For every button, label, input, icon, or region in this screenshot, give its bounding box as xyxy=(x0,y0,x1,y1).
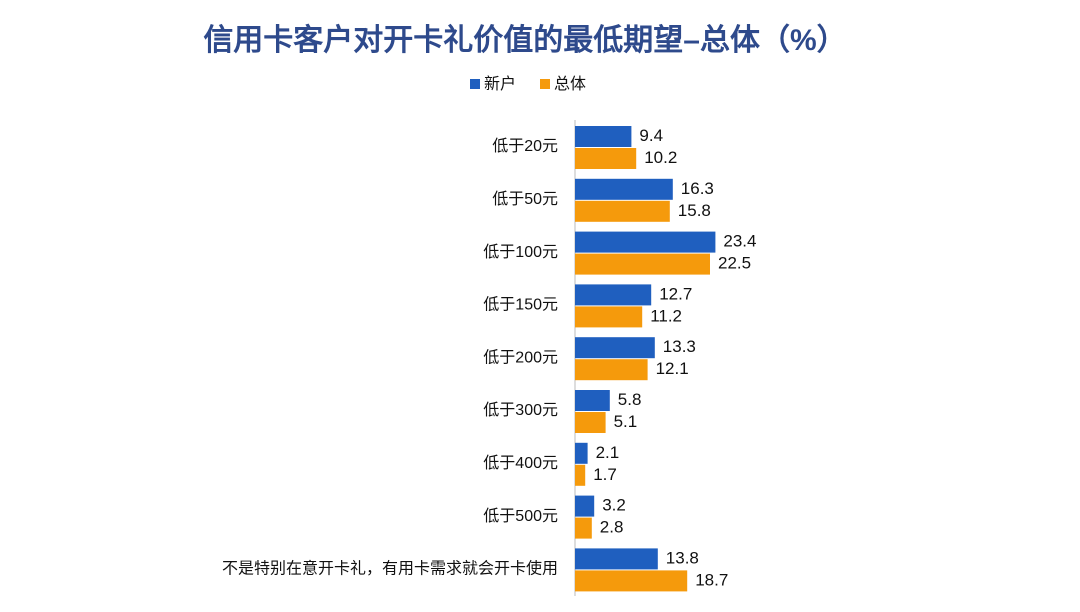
value-label: 13.3 xyxy=(663,337,696,356)
bar xyxy=(575,570,688,592)
bar xyxy=(575,284,652,306)
bar xyxy=(575,359,648,381)
value-label: 13.8 xyxy=(666,548,699,567)
bar xyxy=(575,548,658,570)
bar xyxy=(575,412,606,433)
value-label: 12.1 xyxy=(656,359,689,378)
bar xyxy=(575,178,673,200)
bar xyxy=(575,231,716,253)
value-label: 5.8 xyxy=(618,390,642,409)
value-label: 22.5 xyxy=(718,254,751,273)
bar xyxy=(575,442,588,464)
y-tick-label: 低于400元 xyxy=(483,454,558,472)
bar xyxy=(575,148,637,169)
y-tick-label: 低于20元 xyxy=(492,137,558,155)
bar xyxy=(575,253,710,275)
value-label: 15.8 xyxy=(678,201,711,220)
bar xyxy=(575,464,586,486)
value-label: 9.4 xyxy=(639,126,663,145)
value-label: 5.1 xyxy=(614,412,638,431)
y-tick-label: 低于500元 xyxy=(483,507,558,525)
y-tick-label: 低于50元 xyxy=(492,190,558,208)
y-tick-label: 低于100元 xyxy=(483,243,558,261)
value-label: 18.7 xyxy=(695,570,728,589)
value-label: 2.8 xyxy=(600,518,624,537)
value-label: 2.1 xyxy=(596,443,620,462)
bar xyxy=(575,306,643,328)
legend-label: 新户 xyxy=(484,75,516,93)
y-tick-label: 低于200元 xyxy=(483,348,558,366)
bar xyxy=(575,200,670,222)
chart-title: 信用卡客户对开卡礼价值的最低期望–总体（%） xyxy=(203,23,846,57)
legend-swatch xyxy=(470,79,480,89)
y-tick-label: 不是特别在意开卡礼，有用卡需求就会开卡使用 xyxy=(222,559,558,578)
y-tick-label: 低于300元 xyxy=(483,401,558,419)
bar xyxy=(575,390,610,411)
bar xyxy=(575,126,632,147)
value-label: 12.7 xyxy=(659,284,692,303)
value-label: 10.2 xyxy=(644,148,677,167)
legend-swatch xyxy=(540,79,550,89)
y-tick-label: 低于150元 xyxy=(483,296,558,314)
value-label: 11.2 xyxy=(650,306,682,325)
bar xyxy=(575,517,592,539)
value-label: 23.4 xyxy=(723,232,756,251)
bar xyxy=(575,337,655,359)
value-label: 16.3 xyxy=(681,179,714,198)
bar xyxy=(575,495,595,517)
value-label: 3.2 xyxy=(602,496,626,515)
value-label: 1.7 xyxy=(593,465,617,484)
legend-label: 总体 xyxy=(554,75,586,93)
